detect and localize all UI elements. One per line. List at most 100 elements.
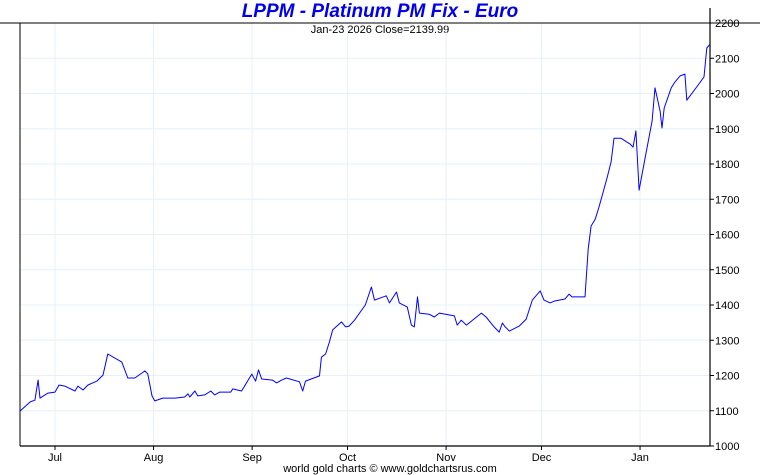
data-point bbox=[686, 100, 687, 101]
data-point bbox=[613, 138, 614, 139]
data-point bbox=[684, 74, 685, 75]
data-point bbox=[210, 390, 211, 391]
x-tick-label: Oct bbox=[339, 452, 356, 464]
data-point bbox=[38, 379, 39, 380]
data-point bbox=[664, 107, 665, 108]
data-point bbox=[39, 397, 40, 398]
data-point bbox=[341, 321, 342, 322]
data-point bbox=[595, 219, 596, 220]
data-point bbox=[332, 329, 333, 330]
data-point bbox=[54, 391, 55, 392]
data-point bbox=[255, 381, 256, 382]
data-point bbox=[635, 130, 636, 131]
data-point bbox=[698, 83, 699, 84]
data-point bbox=[281, 379, 282, 380]
data-point bbox=[64, 385, 65, 386]
y-tick-label: 1700 bbox=[715, 194, 739, 206]
data-point bbox=[638, 189, 639, 190]
data-point bbox=[629, 143, 630, 144]
data-point bbox=[659, 111, 660, 112]
data-point bbox=[645, 157, 646, 158]
data-point bbox=[671, 87, 672, 88]
y-tick-label: 1900 bbox=[715, 124, 739, 136]
data-point bbox=[96, 381, 97, 382]
data-point bbox=[261, 378, 262, 379]
data-point bbox=[554, 301, 555, 302]
data-point bbox=[189, 396, 190, 397]
y-tick-label: 1000 bbox=[715, 441, 739, 453]
data-point bbox=[74, 390, 75, 391]
data-point bbox=[502, 322, 503, 323]
data-point bbox=[299, 381, 300, 382]
data-point bbox=[386, 295, 387, 296]
data-point bbox=[620, 138, 621, 139]
data-point bbox=[144, 370, 145, 371]
data-point bbox=[540, 290, 541, 291]
data-point bbox=[706, 47, 707, 48]
data-point bbox=[389, 302, 390, 303]
y-tick-label: 1500 bbox=[715, 265, 739, 277]
data-point bbox=[396, 291, 397, 292]
data-point bbox=[77, 385, 78, 386]
data-point bbox=[232, 388, 233, 389]
data-point bbox=[329, 341, 330, 342]
y-tick-label: 1100 bbox=[715, 406, 739, 418]
data-point bbox=[526, 319, 527, 320]
data-point bbox=[197, 395, 198, 396]
data-point bbox=[174, 397, 175, 398]
data-point bbox=[505, 326, 506, 327]
data-point bbox=[549, 302, 550, 303]
data-point bbox=[461, 320, 462, 321]
data-point bbox=[598, 206, 599, 207]
data-point bbox=[590, 225, 591, 226]
chart-footer: world gold charts © www.goldchartsrus.co… bbox=[283, 463, 497, 475]
data-point bbox=[102, 375, 103, 376]
chart-subtitle: Jan-23 2026 Close=2139.99 bbox=[310, 24, 450, 36]
data-point bbox=[151, 395, 152, 396]
data-point bbox=[121, 362, 122, 363]
data-point bbox=[286, 377, 287, 378]
data-point bbox=[302, 390, 303, 391]
data-point bbox=[47, 393, 48, 394]
data-point bbox=[584, 296, 585, 297]
y-tick-label: 1200 bbox=[715, 371, 739, 383]
y-tick-label: 2000 bbox=[715, 89, 739, 101]
data-point bbox=[354, 320, 355, 321]
data-point bbox=[709, 44, 710, 45]
data-point bbox=[214, 394, 215, 395]
data-point bbox=[434, 316, 435, 317]
data-point bbox=[661, 127, 662, 128]
data-point bbox=[19, 411, 20, 412]
data-point bbox=[127, 377, 128, 378]
data-point bbox=[154, 400, 155, 401]
data-point bbox=[134, 377, 135, 378]
data-point bbox=[411, 324, 412, 325]
data-point bbox=[439, 313, 440, 314]
data-point bbox=[219, 391, 220, 392]
data-point bbox=[486, 316, 487, 317]
data-point bbox=[258, 369, 259, 370]
y-tick-label: 1300 bbox=[715, 335, 739, 347]
data-point bbox=[230, 391, 231, 392]
data-point bbox=[457, 324, 458, 325]
data-point bbox=[319, 375, 320, 376]
data-point bbox=[519, 326, 520, 327]
data-point bbox=[321, 357, 322, 358]
data-point bbox=[276, 382, 277, 383]
data-point bbox=[162, 397, 163, 398]
data-point bbox=[399, 302, 400, 303]
data-point bbox=[532, 299, 533, 300]
x-tick-label: Dec bbox=[532, 452, 552, 464]
data-point bbox=[419, 313, 420, 314]
data-point bbox=[481, 313, 482, 314]
data-point bbox=[241, 390, 242, 391]
data-point bbox=[571, 296, 572, 297]
y-tick-label: 2200 bbox=[715, 18, 739, 30]
data-point bbox=[499, 332, 500, 333]
data-point bbox=[204, 394, 205, 395]
price-line bbox=[19, 43, 711, 412]
data-point bbox=[30, 401, 31, 402]
data-point bbox=[674, 81, 675, 82]
data-point bbox=[454, 315, 455, 316]
